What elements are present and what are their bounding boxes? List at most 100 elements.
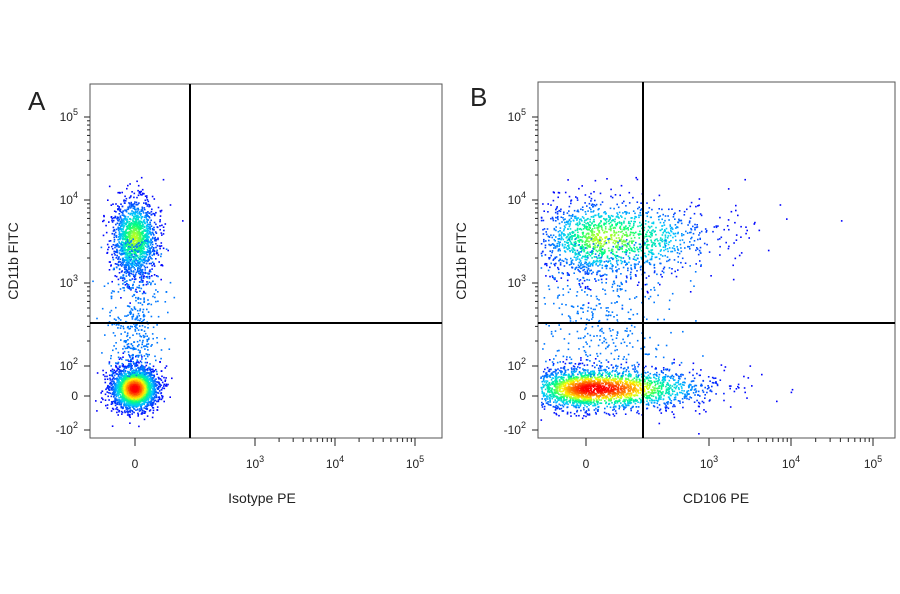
- y-tick-label: 104: [60, 190, 78, 207]
- event-dot: [632, 389, 634, 392]
- event-dot: [127, 407, 129, 410]
- event-dot: [108, 386, 111, 389]
- event-dot: [117, 263, 119, 266]
- event-dot: [150, 373, 153, 376]
- event-dot: [120, 339, 122, 341]
- event-dot: [598, 388, 601, 390]
- event-dot: [121, 205, 124, 208]
- event-dot: [133, 239, 135, 242]
- event-dot: [116, 250, 119, 252]
- event-dot: [133, 217, 135, 219]
- event-dot: [127, 212, 130, 215]
- event-dot: [144, 379, 146, 381]
- event-dot: [145, 377, 147, 380]
- event-dot: [120, 370, 123, 373]
- event-dot: [101, 352, 103, 354]
- event-dot: [137, 389, 139, 392]
- event-dot: [139, 350, 141, 352]
- event-dot: [133, 215, 135, 218]
- event-dot: [146, 340, 149, 343]
- event-dot: [149, 269, 151, 271]
- event-dot: [150, 403, 152, 405]
- event-dot: [146, 386, 148, 388]
- event-dot: [137, 413, 140, 416]
- event-dot: [125, 237, 127, 239]
- event-dot: [138, 402, 140, 404]
- event-dot: [137, 216, 139, 219]
- event-dot: [117, 327, 119, 329]
- event-dot: [154, 214, 156, 217]
- event-dot: [117, 226, 119, 229]
- event-dot: [129, 232, 131, 234]
- event-dot: [147, 223, 150, 226]
- event-dot: [127, 262, 130, 264]
- event-dot: [140, 275, 143, 277]
- event-dot: [127, 391, 129, 394]
- event-dot: [145, 256, 147, 258]
- event-dot: [149, 395, 151, 398]
- event-dot: [149, 223, 152, 226]
- event-dot: [128, 387, 130, 389]
- event-dot: [163, 400, 165, 403]
- event-dot: [141, 249, 144, 252]
- event-dot: [123, 398, 125, 401]
- event-dot: [154, 403, 157, 405]
- event-dot: [140, 238, 142, 241]
- event-dot: [620, 402, 622, 404]
- event-dot: [153, 393, 155, 396]
- event-dot: [662, 391, 664, 393]
- event-dot: [147, 240, 149, 243]
- event-dot: [127, 394, 130, 397]
- event-dot: [140, 346, 143, 349]
- event-dot: [129, 223, 132, 226]
- event-dot: [556, 377, 558, 380]
- event-dot: [120, 377, 123, 380]
- event-dot: [706, 391, 708, 394]
- event-dot: [130, 272, 133, 275]
- event-dot: [150, 368, 153, 371]
- event-dot: [122, 365, 125, 367]
- event-dot: [117, 374, 120, 376]
- event-dot: [128, 197, 131, 199]
- event-dot: [125, 387, 128, 390]
- event-dot: [129, 373, 132, 376]
- event-dot: [151, 227, 154, 230]
- event-dot: [113, 371, 115, 373]
- event-dot: [139, 400, 141, 403]
- event-dot: [131, 244, 133, 246]
- event-dot: [119, 369, 122, 372]
- event-dot: [113, 318, 116, 320]
- event-dot: [142, 210, 144, 213]
- event-dot: [126, 241, 129, 243]
- event-dot: [123, 281, 126, 284]
- event-dot: [790, 391, 793, 394]
- event-dot: [105, 388, 107, 391]
- event-dot: [144, 225, 146, 228]
- event-dot: [635, 374, 638, 376]
- event-dot: [127, 305, 130, 307]
- event-dot: [123, 220, 125, 223]
- event-dot: [156, 392, 158, 394]
- event-dot: [143, 265, 146, 268]
- event-dot: [142, 245, 144, 247]
- event-dot: [123, 405, 125, 407]
- event-dot: [148, 385, 151, 387]
- event-dot: [123, 367, 126, 370]
- event-dot: [162, 226, 165, 228]
- event-dot: [106, 378, 109, 380]
- event-dot: [139, 272, 141, 275]
- event-dot: [143, 202, 145, 204]
- event-dot: [125, 223, 127, 226]
- event-dot: [138, 262, 141, 264]
- event-dot: [113, 392, 116, 395]
- event-dot: [155, 242, 157, 245]
- event-dot: [153, 388, 156, 390]
- event-dot: [149, 409, 152, 411]
- event-dot: [141, 365, 144, 367]
- event-dot: [110, 374, 112, 377]
- event-dot: [138, 249, 141, 251]
- event-dot: [154, 399, 157, 402]
- event-dot: [132, 406, 134, 408]
- event-dot: [132, 287, 134, 289]
- event-dot: [150, 233, 152, 235]
